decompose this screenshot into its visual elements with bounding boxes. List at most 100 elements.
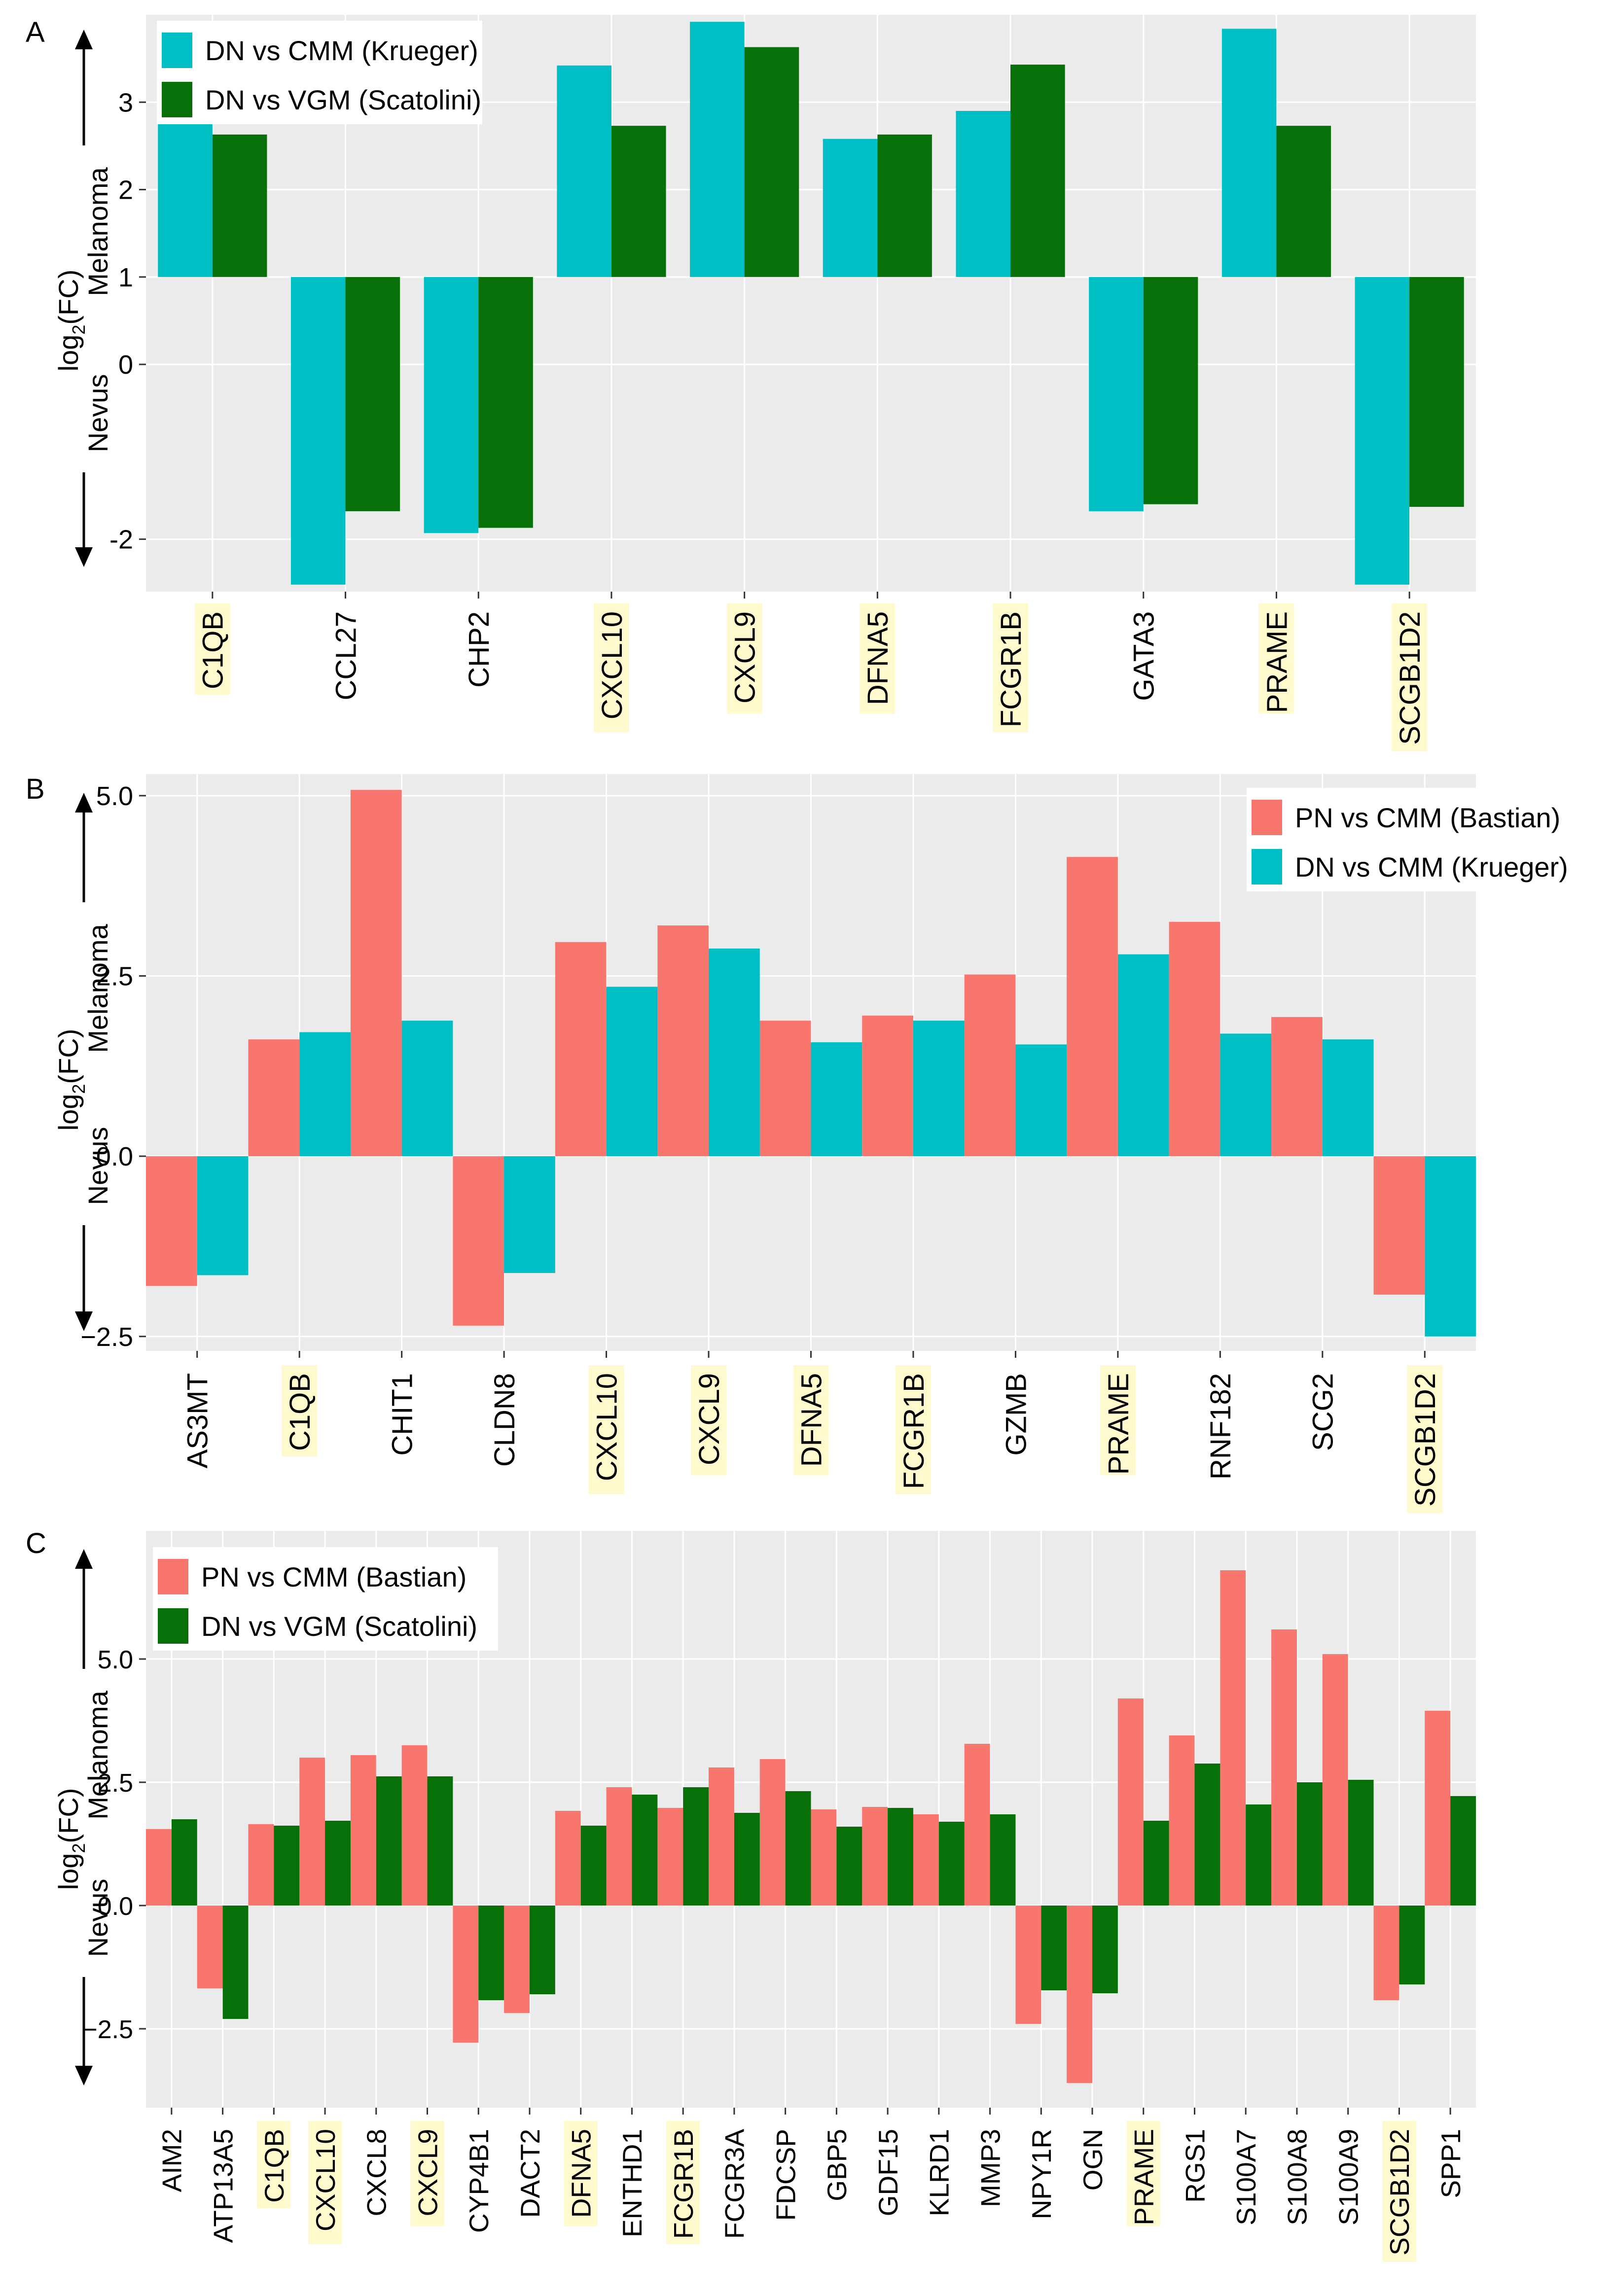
y-axis-title-log: log (53, 1853, 84, 1890)
y-tick-label: 3 (118, 88, 133, 117)
nevus-arrow-head (75, 547, 93, 567)
bar-c-green-c1qb (274, 1826, 300, 1906)
x-tick-label: DFNA5 (862, 611, 894, 705)
y-tick-label: -2 (109, 525, 133, 555)
bar-a-teal-ccl27 (290, 277, 346, 585)
y-axis-title-tail: (FC) (53, 1029, 84, 1084)
melanoma-label: Melanoma (82, 1690, 113, 1819)
x-tick-label: DFNA5 (795, 1373, 827, 1467)
bar-c-salmon-klrd1 (913, 1814, 939, 1906)
bar-c-salmon-dact2 (504, 1906, 530, 2013)
bar-b-salmon-scg2 (1271, 1017, 1323, 1157)
y-tick-label: 2 (118, 176, 133, 205)
bar-c-salmon-s100a9 (1322, 1654, 1348, 1906)
bar-a-green-cxcl9 (744, 47, 799, 277)
y-tick-label: −2.5 (82, 2015, 133, 2044)
bar-a-green-scgb1d2 (1409, 277, 1464, 507)
melanoma-label: Melanoma (82, 167, 113, 296)
bar-c-salmon-npy1r (1015, 1906, 1041, 2024)
x-tick-label: C1QB (259, 2129, 289, 2203)
gene-highlight (793, 1365, 829, 1476)
x-tick-label: CYP4B1 (464, 2129, 494, 2233)
bar-c-green-prame (1143, 1821, 1169, 1906)
nevus-label: Nevus (82, 374, 113, 453)
x-tick-label: SCGB1D2 (1384, 2129, 1415, 2256)
panel-c: C 5.0 2.5 0.0 −2.5 AIM2 ATP13A5 C1QB CXCL10 CXCL8… (26, 1527, 1476, 2262)
bar-a-green-cxcl10 (611, 126, 666, 277)
x-tick-label: MMP3 (975, 2129, 1005, 2207)
bar-a-teal-cxcl9 (690, 22, 745, 277)
legend-swatch (162, 33, 192, 68)
x-tick-label: CXCL8 (361, 2129, 392, 2216)
bar-b-salmon-cxcl9 (657, 925, 709, 1157)
panel-letter: B (26, 773, 45, 805)
gene-highlight (593, 603, 629, 733)
bar-c-salmon-spp1 (1425, 1711, 1451, 1906)
gene-highlight (194, 603, 230, 695)
bar-a-teal-scgb1d2 (1355, 277, 1410, 585)
bar-c-green-ogn (1092, 1906, 1118, 1993)
bar-b-teal-chit1 (401, 1021, 453, 1157)
bar-c-salmon-cxcl8 (350, 1755, 376, 1906)
gene-highlight (588, 1365, 624, 1494)
bar-c-salmon-ogn (1067, 1906, 1093, 2083)
legend-swatch (1252, 800, 1282, 835)
gene-highlight (860, 603, 896, 714)
y-axis-title-log: log (53, 1094, 84, 1131)
gene-highlight (726, 603, 762, 714)
bar-b-salmon-cldn8 (453, 1156, 504, 1326)
bar-a-green-chp2 (478, 277, 533, 528)
bar-c-green-dfna5 (580, 1826, 607, 1906)
bar-c-green-cxcl9 (427, 1776, 453, 1906)
bar-c-green-fcgr1b (683, 1787, 709, 1906)
bar-a-green-ccl27 (345, 277, 400, 511)
x-tick-label: KLRD1 (924, 2129, 955, 2216)
bar-c-salmon-cyp4b1 (453, 1906, 479, 2043)
y-axis-title-sub: 2 (69, 1843, 89, 1853)
legend-swatch (1252, 849, 1282, 884)
bar-b-salmon-scgb1d2 (1373, 1156, 1425, 1295)
x-tick-label: PRAME (1129, 2129, 1159, 2225)
bar-c-green-spp1 (1450, 1796, 1476, 1906)
x-tick-label: ATP13A5 (208, 2129, 238, 2243)
bar-b-teal-scgb1d2 (1425, 1156, 1476, 1337)
bar-c-salmon-aim2 (146, 1829, 172, 1906)
y-axis-title: log2(FC) (53, 1029, 89, 1131)
bar-b-teal-cldn8 (504, 1156, 555, 1273)
x-tick-label: GDF15 (873, 2129, 903, 2216)
gene-highlight (666, 2121, 700, 2244)
bar-c-salmon-s100a7 (1220, 1570, 1246, 1906)
bar-b-salmon-gzmb (964, 974, 1016, 1157)
x-tick-label: CCL27 (330, 611, 362, 701)
bar-c-green-s100a9 (1348, 1780, 1374, 1906)
gene-highlight (993, 603, 1029, 733)
panel-a: A 3 2 1 0 -2 C1QB CCL27 CHP2 CXCL10 CXCL9 DFNA5 FCGR… (26, 15, 1476, 751)
bar-c-salmon-c1qb (248, 1824, 274, 1906)
y-axis-title-tail: (FC) (53, 1788, 84, 1843)
bar-c-green-cyp4b1 (478, 1906, 504, 2000)
bar-c-salmon-mmp3 (964, 1744, 990, 1906)
legend-box (157, 21, 482, 124)
bar-c-green-fdcsp (785, 1791, 811, 1906)
bar-a-teal-fcgr1b (956, 111, 1011, 277)
legend-label: DN vs VGM (Scatolini) (205, 84, 481, 115)
y-tick-label: 0 (118, 350, 133, 380)
x-tick-label: SCG2 (1307, 1373, 1339, 1451)
x-tick-label: S100A8 (1282, 2129, 1313, 2225)
x-tick-label: SCGB1D2 (1409, 1373, 1441, 1507)
bar-a-green-fcgr1b (1010, 65, 1065, 277)
bar-c-green-scgb1d2 (1399, 1906, 1425, 1984)
x-tick-label: CXCL10 (591, 1373, 623, 1481)
y-tick-label: 5.0 (98, 1646, 133, 1674)
gene-highlight (257, 2121, 291, 2209)
bar-c-green-cxcl8 (376, 1776, 402, 1906)
bar-a-green-dfna5 (877, 134, 932, 277)
y-axis-title: log2(FC) (53, 1788, 89, 1890)
melanoma-arrow-head (75, 793, 93, 812)
bar-c-green-klrd1 (938, 1822, 965, 1906)
gene-highlight (282, 1365, 318, 1457)
bar-c-green-cxcl10 (325, 1821, 351, 1906)
bar-c-green-npy1r (1041, 1906, 1067, 1990)
bar-b-salmon-c1qb (248, 1039, 300, 1157)
